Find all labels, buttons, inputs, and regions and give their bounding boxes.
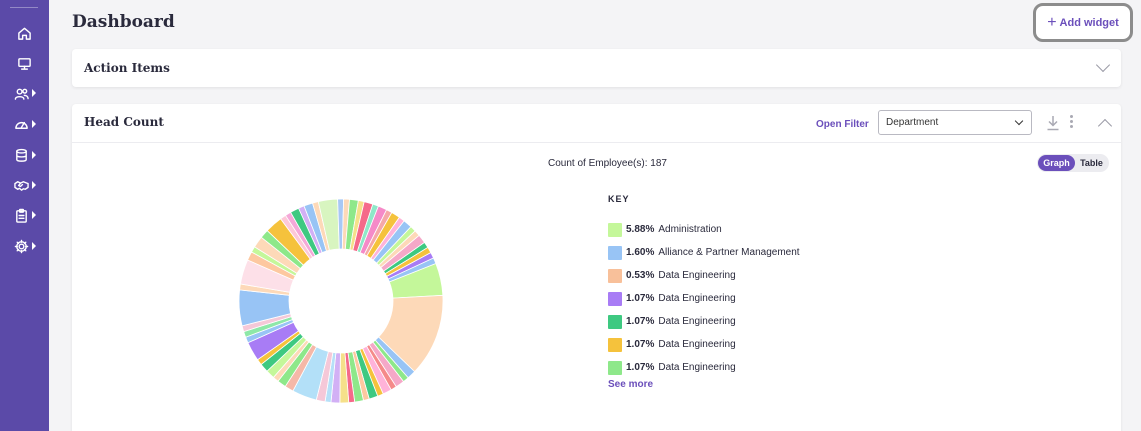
legend-item: 5.88% Administration: [608, 218, 800, 241]
see-more-link[interactable]: See more: [608, 379, 654, 390]
legend-percentage: 1.07%: [626, 362, 655, 373]
graph-toggle-option[interactable]: Graph: [1038, 155, 1075, 171]
caret-right-icon: [31, 89, 36, 97]
view-toggle: Graph Table: [1037, 154, 1109, 172]
caret-right-icon: [31, 242, 36, 250]
employee-count-label: Count of Employee(s): 187: [548, 158, 667, 169]
users-icon: [14, 88, 29, 100]
legend-label: Data Engineering: [658, 362, 736, 373]
add-widget-button[interactable]: + Add widget: [1033, 3, 1133, 42]
add-widget-label: Add widget: [1059, 16, 1119, 29]
department-select-value: Department: [886, 117, 939, 128]
legend-label: Administration: [658, 224, 722, 235]
legend-item: 1.07% Data Engineering: [608, 333, 800, 356]
legend-item: 0.53% Data Engineering: [608, 264, 800, 287]
chevron-down-icon: [1014, 116, 1024, 126]
head-count-donut-chart: [238, 198, 444, 404]
handshake-icon: [13, 180, 29, 191]
legend-percentage: 1.07%: [626, 293, 655, 304]
legend-percentage: 1.07%: [626, 339, 655, 350]
sidebar-item-people[interactable]: [0, 82, 49, 104]
legend-label: Data Engineering: [658, 339, 736, 350]
legend-percentage: 0.53%: [626, 270, 655, 281]
legend-swatch: [608, 222, 622, 237]
legend-swatch: [608, 337, 622, 352]
caret-right-icon: [31, 151, 36, 159]
clipboard-icon: [15, 208, 27, 223]
legend-swatch: [608, 314, 622, 329]
legend-item: 1.07% Data Engineering: [608, 356, 800, 379]
sidebar-item-reports[interactable]: [0, 204, 49, 226]
download-icon[interactable]: [1046, 115, 1060, 131]
legend-item: 1.60% Alliance & Partner Management: [608, 241, 800, 264]
chart-legend: 5.88% Administration 1.60% Alliance & Partn…: [608, 218, 800, 379]
sidebar-divider: [10, 7, 38, 8]
caret-right-icon: [31, 120, 36, 128]
legend-swatch: [608, 291, 622, 306]
department-select[interactable]: Department: [878, 110, 1032, 135]
legend-label: Alliance & Partner Management: [658, 247, 800, 258]
collapse-chevron-icon[interactable]: [1097, 118, 1113, 134]
legend-label: Data Engineering: [658, 316, 736, 327]
legend-swatch: [608, 268, 622, 283]
sidebar: [0, 0, 49, 431]
gear-icon: [14, 239, 28, 253]
head-count-title: Head Count: [84, 115, 164, 129]
action-items-card: Action Items: [72, 49, 1121, 87]
card-divider: [72, 142, 1121, 143]
legend-label: Data Engineering: [658, 270, 736, 281]
legend-percentage: 1.60%: [626, 247, 655, 258]
gauge-icon: [14, 121, 28, 129]
legend-percentage: 5.88%: [626, 224, 655, 235]
sidebar-item-partners[interactable]: [0, 174, 49, 196]
legend-percentage: 1.07%: [626, 316, 655, 327]
legend-item: 1.07% Data Engineering: [608, 310, 800, 333]
legend-item: 1.07% Data Engineering: [608, 287, 800, 310]
sidebar-item-devices[interactable]: [0, 52, 49, 74]
page-title: Dashboard: [72, 12, 175, 32]
more-options-icon[interactable]: [1068, 115, 1074, 131]
legend-swatch: [608, 360, 622, 375]
table-toggle-option[interactable]: Table: [1080, 158, 1103, 168]
sidebar-item-performance[interactable]: [0, 113, 49, 135]
sidebar-item-data[interactable]: [0, 144, 49, 166]
caret-right-icon: [31, 181, 36, 189]
head-count-card: Head Count Open Filter Department Count …: [72, 104, 1121, 431]
caret-right-icon: [31, 211, 36, 219]
legend-key-title: KEY: [608, 194, 630, 204]
open-filter-link[interactable]: Open Filter: [816, 119, 869, 130]
sidebar-item-settings[interactable]: [0, 235, 49, 257]
expand-chevron-icon[interactable]: [1095, 57, 1111, 73]
database-icon: [15, 148, 27, 162]
monitor-icon: [18, 57, 31, 70]
sidebar-item-home[interactable]: [0, 22, 49, 44]
legend-swatch: [608, 245, 622, 260]
home-icon: [18, 27, 31, 40]
plus-icon: +: [1047, 13, 1057, 31]
action-items-title: Action Items: [84, 61, 170, 75]
donut-slice[interactable]: [387, 257, 437, 283]
legend-label: Data Engineering: [658, 293, 736, 304]
